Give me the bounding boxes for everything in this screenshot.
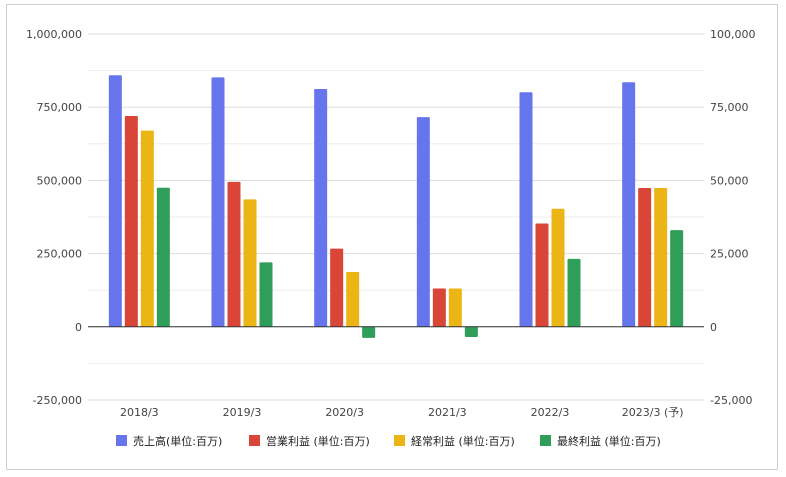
bar-4-2021-3[interactable] xyxy=(464,326,478,338)
bar-3-2023-3-[interactable] xyxy=(654,188,668,327)
bar-4-2018-3[interactable] xyxy=(156,187,170,327)
legend-swatch xyxy=(540,435,551,446)
bar-3-2022-3[interactable] xyxy=(551,208,565,327)
bar-3-2021-3[interactable] xyxy=(448,288,462,327)
category-label: 2018/3 xyxy=(120,406,159,419)
bar-2-2018-3[interactable] xyxy=(124,115,138,327)
left-axis-tick-label: 250,000 xyxy=(37,248,83,261)
bar-3-2019-3[interactable] xyxy=(243,199,257,327)
bar-3-2018-3[interactable] xyxy=(140,130,154,327)
bar-1-2023-3-[interactable] xyxy=(622,82,636,327)
legend-swatch xyxy=(394,435,405,446)
bar-2-2019-3[interactable] xyxy=(227,181,241,327)
right-axis-tick-label: 50,000 xyxy=(710,174,749,187)
bar-2-2023-3-[interactable] xyxy=(638,188,652,327)
left-axis-tick-label: 1,000,000 xyxy=(26,28,82,41)
category-label: 2020/3 xyxy=(325,406,364,419)
category-label: 2019/3 xyxy=(223,406,262,419)
legend-label[interactable]: 売上高(単位:百万) xyxy=(133,434,222,448)
bar-2-2021-3[interactable] xyxy=(432,288,446,327)
bar-1-2019-3[interactable] xyxy=(211,77,225,327)
right-axis-tick-label: 100,000 xyxy=(710,28,756,41)
legend-swatch xyxy=(249,435,260,446)
legend-swatch xyxy=(116,435,127,446)
bar-4-2019-3[interactable] xyxy=(259,262,273,327)
category-label: 2021/3 xyxy=(428,406,467,419)
right-axis-tick-label: 0 xyxy=(710,321,717,334)
bar-4-2023-3-[interactable] xyxy=(670,230,684,327)
right-axis-tick-label: 75,000 xyxy=(710,101,749,114)
right-axis-tick-label: -25,000 xyxy=(710,394,752,407)
bar-3-2020-3[interactable] xyxy=(346,272,360,327)
left-axis-tick-label: 750,000 xyxy=(37,101,83,114)
bar-1-2018-3[interactable] xyxy=(108,75,122,327)
bar-1-2022-3[interactable] xyxy=(519,92,533,327)
category-label: 2022/3 xyxy=(531,406,570,419)
right-axis-tick-label: 25,000 xyxy=(710,248,749,261)
left-axis-tick-label: 500,000 xyxy=(37,174,83,187)
bar-4-2022-3[interactable] xyxy=(567,258,581,327)
bar-1-2021-3[interactable] xyxy=(416,117,430,327)
legend-label[interactable]: 営業利益 (単位:百万) xyxy=(266,434,370,448)
left-axis-tick-label: 0 xyxy=(75,321,82,334)
bar-4-2020-3[interactable] xyxy=(362,326,376,338)
legend-label[interactable]: 経常利益 (単位:百万) xyxy=(411,434,515,448)
category-label: 2023/3 (予) xyxy=(622,406,684,419)
bar-1-2020-3[interactable] xyxy=(314,89,328,327)
bar-2-2022-3[interactable] xyxy=(535,223,549,327)
bar-2-2020-3[interactable] xyxy=(330,248,344,327)
left-axis-tick-label: -250,000 xyxy=(33,394,82,407)
legend-label[interactable]: 最終利益 (単位:百万) xyxy=(557,434,661,448)
